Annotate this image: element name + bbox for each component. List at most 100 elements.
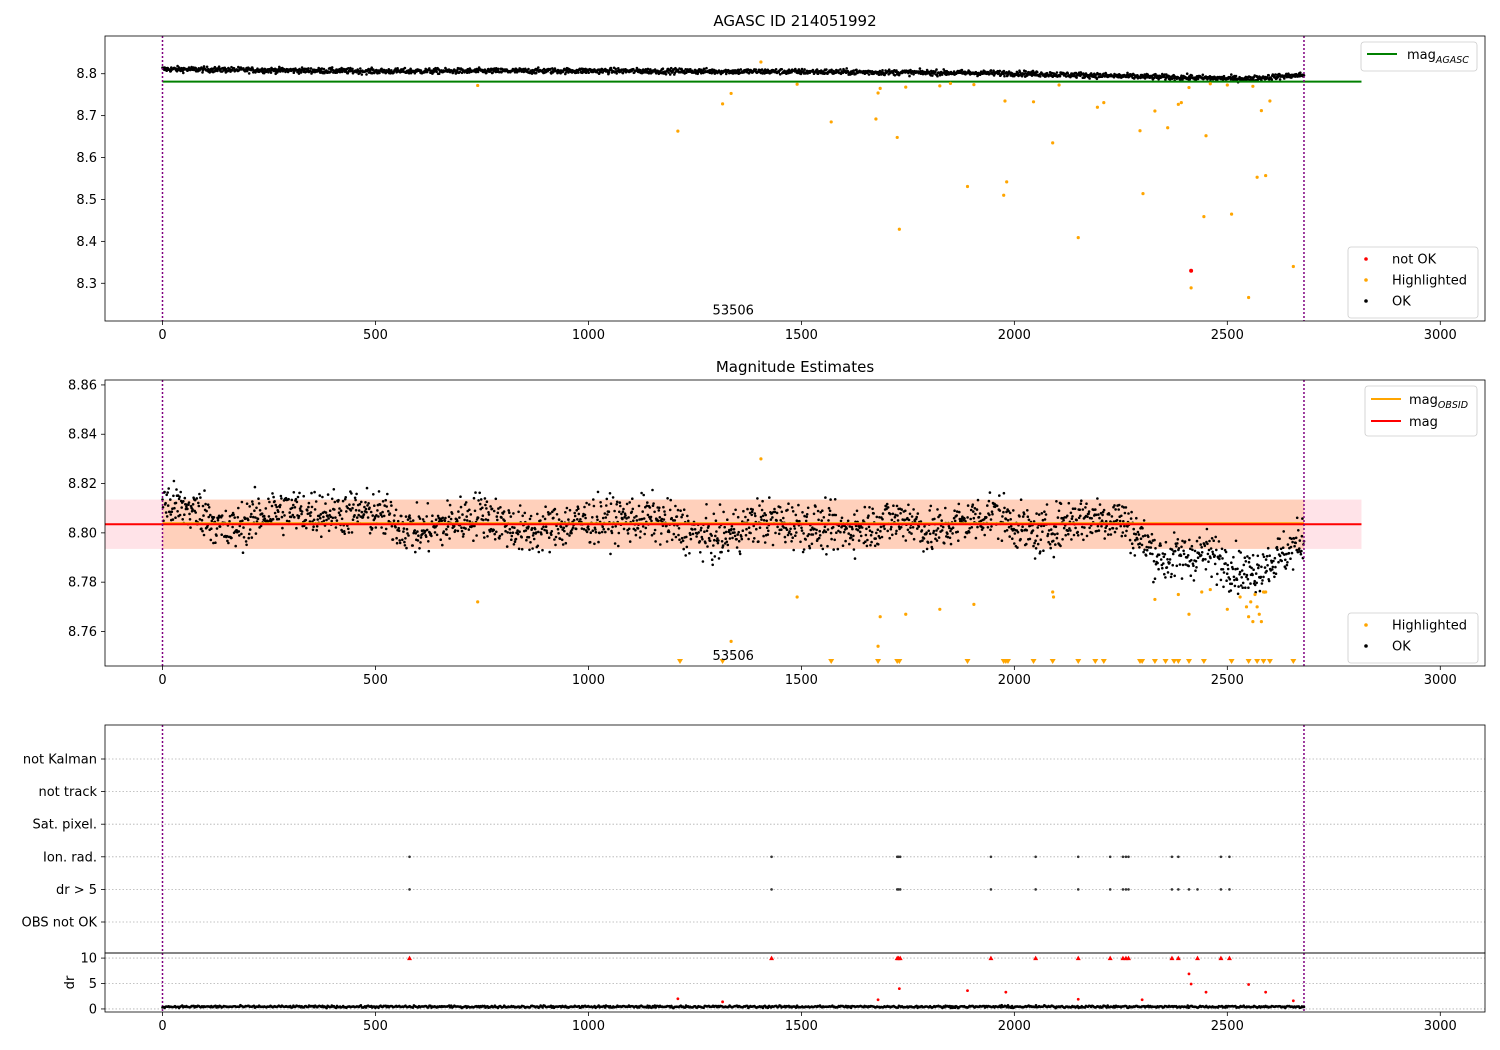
ok-point xyxy=(502,510,506,513)
ok-point xyxy=(740,535,743,538)
ok-point xyxy=(1206,542,1209,546)
ok-point xyxy=(1266,546,1270,550)
ok-point xyxy=(531,547,534,550)
ok-point xyxy=(1115,527,1118,530)
ok-point xyxy=(476,516,480,519)
ok-point xyxy=(677,533,680,537)
ok-point xyxy=(445,528,448,531)
ok-point xyxy=(971,503,975,507)
y-tick-label: 0 xyxy=(89,1002,97,1017)
ok-point xyxy=(1251,553,1255,557)
ok-point xyxy=(751,508,754,511)
highlighted-point xyxy=(895,135,899,140)
ok-point xyxy=(487,513,491,516)
ok-point xyxy=(213,65,217,69)
ok-point xyxy=(827,506,831,510)
highlighted-point xyxy=(1095,105,1100,109)
y-tick-label: 8.80 xyxy=(68,526,97,541)
ok-point xyxy=(548,550,551,554)
ok-point xyxy=(1025,542,1028,546)
ok-point xyxy=(1299,71,1302,74)
y-tick-label: 8.78 xyxy=(68,576,97,591)
ok-point xyxy=(1069,529,1072,532)
ok-point xyxy=(644,526,648,530)
ok-point xyxy=(458,516,461,519)
ok-point xyxy=(660,532,663,535)
ok-point xyxy=(699,529,703,532)
ok-point xyxy=(1243,556,1247,559)
ok-point xyxy=(1143,548,1146,552)
ok-point xyxy=(677,527,681,530)
ok-point xyxy=(809,528,813,532)
ok-point xyxy=(341,499,345,503)
ok-point xyxy=(203,489,206,492)
ok-point xyxy=(918,67,922,70)
ok-point xyxy=(337,498,340,502)
legend-label-base: mag xyxy=(1409,393,1438,408)
ok-point xyxy=(601,525,604,528)
ok-point xyxy=(688,552,691,555)
highlighted-point xyxy=(1255,605,1259,609)
ok-point xyxy=(355,516,359,519)
ok-point xyxy=(194,511,197,514)
highlighted-point xyxy=(1138,129,1142,133)
ok-point xyxy=(614,525,617,528)
ok-point xyxy=(417,534,420,537)
ok-point xyxy=(527,67,530,71)
ok-point xyxy=(1071,507,1075,511)
highlighted-point xyxy=(759,60,763,64)
ok-point xyxy=(806,506,810,510)
legend-upper xyxy=(1360,41,1478,72)
ok-point xyxy=(1275,545,1279,549)
ok-point xyxy=(329,515,333,519)
ok-point xyxy=(1298,547,1301,550)
ok-point xyxy=(621,510,625,513)
ok-point xyxy=(1215,583,1219,586)
ok-point xyxy=(340,66,343,70)
ok-point xyxy=(372,493,375,496)
ok-point xyxy=(460,529,464,533)
ok-point xyxy=(1066,529,1070,532)
ok-point xyxy=(951,526,955,529)
ok-point xyxy=(814,532,818,535)
ok-point xyxy=(568,534,571,537)
ok-point xyxy=(844,539,847,543)
ok-point xyxy=(863,505,867,509)
ok-point xyxy=(528,548,531,552)
ok-point xyxy=(869,533,873,537)
ok-point xyxy=(585,501,588,505)
ok-point xyxy=(864,540,867,543)
ok-point xyxy=(637,504,641,508)
ok-point xyxy=(549,67,552,71)
ok-point xyxy=(478,502,482,506)
ok-point xyxy=(1168,78,1172,81)
ok-point xyxy=(855,68,858,72)
ok-point xyxy=(188,512,191,516)
ok-point xyxy=(511,525,514,529)
ok-point xyxy=(167,487,170,490)
ok-point xyxy=(373,504,376,508)
ok-point xyxy=(394,508,398,512)
ok-point xyxy=(1047,540,1050,544)
ok-point xyxy=(951,532,954,535)
highlighted-point xyxy=(876,644,880,648)
ok-point xyxy=(390,504,393,507)
ok-point xyxy=(1115,518,1119,522)
ok-point xyxy=(912,508,915,511)
ok-point xyxy=(238,534,241,537)
ok-point xyxy=(712,544,715,547)
ok-point xyxy=(675,515,679,518)
ok-point xyxy=(787,68,791,71)
ok-point xyxy=(768,496,771,499)
ok-point xyxy=(726,543,730,547)
ok-point xyxy=(1198,536,1201,539)
ok-point xyxy=(264,507,268,510)
ok-point xyxy=(953,509,956,512)
ok-point xyxy=(899,512,902,515)
ok-point xyxy=(1122,520,1125,523)
ok-point xyxy=(518,530,521,533)
ok-point xyxy=(577,512,581,516)
ok-point xyxy=(1144,554,1148,557)
ok-point xyxy=(791,510,795,513)
ok-point xyxy=(875,531,878,535)
